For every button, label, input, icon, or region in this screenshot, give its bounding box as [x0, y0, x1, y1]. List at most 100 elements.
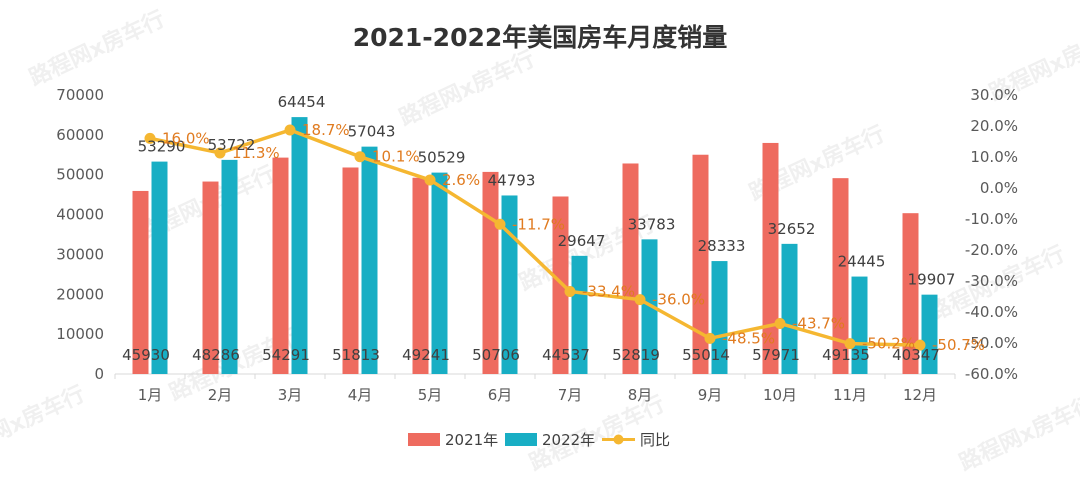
legend-label-2021: 2021年 — [445, 431, 498, 449]
bar-2021 — [622, 163, 639, 374]
y-left-tick-label: 30000 — [56, 245, 104, 263]
yoy-label: -50.2% — [862, 335, 915, 353]
y-right-tick-label: 10.0% — [970, 148, 1018, 166]
y-left-tick-label: 60000 — [56, 126, 104, 144]
bar-label-2021: 49241 — [402, 346, 450, 364]
bar-label-2021: 55014 — [682, 346, 730, 364]
bar-2021 — [482, 171, 499, 374]
y-right-tick-label: -10.0% — [965, 210, 1018, 228]
y-right-tick-label: 30.0% — [970, 86, 1018, 104]
yoy-label: 2.6% — [442, 171, 480, 189]
bar-label-2022: 57043 — [348, 123, 396, 141]
bar-label-2022: 29647 — [558, 232, 606, 250]
x-tick-label: 5月 — [418, 386, 443, 404]
x-tick-label: 4月 — [348, 386, 373, 404]
yoy-point — [704, 332, 716, 344]
bar-label-2021: 50706 — [472, 346, 520, 364]
bar-2021 — [132, 190, 149, 374]
bar-2021 — [202, 181, 219, 374]
line-labels: 16.0% 11.3% 18.7% 10.1% 2.6% -11.7% -33.4% -36.… — [162, 121, 985, 354]
bar-2021 — [342, 167, 359, 374]
bars — [132, 117, 938, 375]
bar-2022 — [291, 117, 308, 375]
yoy-label: 16.0% — [162, 129, 210, 147]
y-axis-left: 0 10000 20000 30000 40000 50000 60000 70000 — [56, 86, 104, 383]
bar-label-2022: 44793 — [488, 171, 536, 189]
watermark-text: 路程网x房车行 — [25, 6, 168, 91]
bar-2022 — [151, 161, 168, 374]
yoy-point — [284, 124, 296, 136]
bar-label-2022: 53290 — [138, 138, 186, 156]
yoy-point — [144, 132, 156, 144]
bar-label-2021: 49135 — [822, 346, 870, 364]
watermark-text: 路程网x房车行 — [395, 46, 538, 131]
bar-label-2022: 24445 — [838, 253, 886, 271]
x-tick-label: 11月 — [833, 386, 867, 404]
yoy-point — [564, 286, 576, 298]
bar-label-2022: 53722 — [208, 136, 256, 154]
legend-marker-yoy — [613, 434, 624, 445]
bar-2022 — [431, 172, 448, 374]
yoy-point — [354, 151, 366, 163]
bar-label-2021: 54291 — [262, 346, 310, 364]
legend: 2021年 2022年 同比 — [408, 431, 670, 449]
y-left-tick-label: 10000 — [56, 325, 104, 343]
yoy-point — [914, 339, 926, 351]
yoy-line — [144, 124, 926, 351]
bar-2022 — [851, 276, 868, 374]
bar-2022 — [571, 255, 588, 374]
bar-label-2022: 64454 — [278, 93, 326, 111]
bar-label-2021: 48286 — [192, 346, 240, 364]
y-right-tick-label: -40.0% — [965, 303, 1018, 321]
bar-label-2021: 44537 — [542, 346, 590, 364]
x-tick-label: 8月 — [628, 386, 653, 404]
bar-label-2022: 28333 — [698, 237, 746, 255]
x-axis: 1月 2月 3月 4月 5月 6月 7月 8月 9月 10月 11月 12月 — [114, 374, 956, 404]
y-left-tick-label: 70000 — [56, 86, 104, 104]
yoy-point — [494, 218, 506, 230]
y-right-tick-label: 20.0% — [970, 117, 1018, 135]
yoy-label: 10.1% — [372, 148, 420, 166]
y-axis-right: -60.0% -50.0% -40.0% -30.0% -20.0% -10.0% 0.0%… — [965, 86, 1018, 383]
yoy-point — [844, 338, 856, 350]
bar-labels: 45930 53290 48286 53722 54291 64454 51813 57043… — [122, 93, 955, 364]
y-right-tick-label: -60.0% — [965, 365, 1018, 383]
y-left-tick-label: 0 — [94, 365, 104, 383]
yoy-label: -43.7% — [792, 314, 845, 332]
yoy-label: -11.7% — [512, 215, 565, 233]
bar-label-2021: 57971 — [752, 346, 800, 364]
bar-2022 — [921, 294, 938, 374]
y-left-tick-label: 40000 — [56, 206, 104, 224]
x-tick-label: 12月 — [903, 386, 937, 404]
bar-label-2021: 40347 — [892, 346, 940, 364]
bar-2021 — [272, 157, 289, 374]
yoy-label: -48.5% — [722, 329, 775, 347]
yoy-label: -36.0% — [652, 291, 705, 309]
bar-2021 — [902, 213, 919, 374]
y-right-tick-label: 0.0% — [980, 179, 1018, 197]
bar-label-2021: 52819 — [612, 346, 660, 364]
bar-2021 — [832, 178, 849, 374]
x-tick-label: 6月 — [488, 386, 513, 404]
bar-2021 — [412, 177, 429, 374]
yoy-point — [634, 294, 646, 306]
yoy-label: -50.7% — [932, 336, 985, 354]
bar-2022 — [711, 261, 728, 374]
legend-swatch-2021 — [408, 433, 440, 446]
yoy-label: 11.3% — [232, 144, 280, 162]
bar-2021 — [692, 154, 709, 374]
y-left-tick-label: 20000 — [56, 285, 104, 303]
watermark-text: 路程网x房车行 — [955, 391, 1080, 476]
yoy-label: -33.4% — [582, 283, 635, 301]
legend-swatch-2022 — [505, 433, 537, 446]
legend-label-2022: 2022年 — [542, 431, 595, 449]
bar-2021 — [762, 142, 779, 374]
x-tick-label: 1月 — [138, 386, 163, 404]
yoy-point — [214, 147, 226, 159]
bar-label-2022: 32652 — [768, 220, 816, 238]
x-tick-label: 10月 — [763, 386, 797, 404]
yoy-point — [774, 317, 786, 329]
bar-2022 — [501, 195, 518, 374]
bar-label-2021: 45930 — [122, 346, 170, 364]
